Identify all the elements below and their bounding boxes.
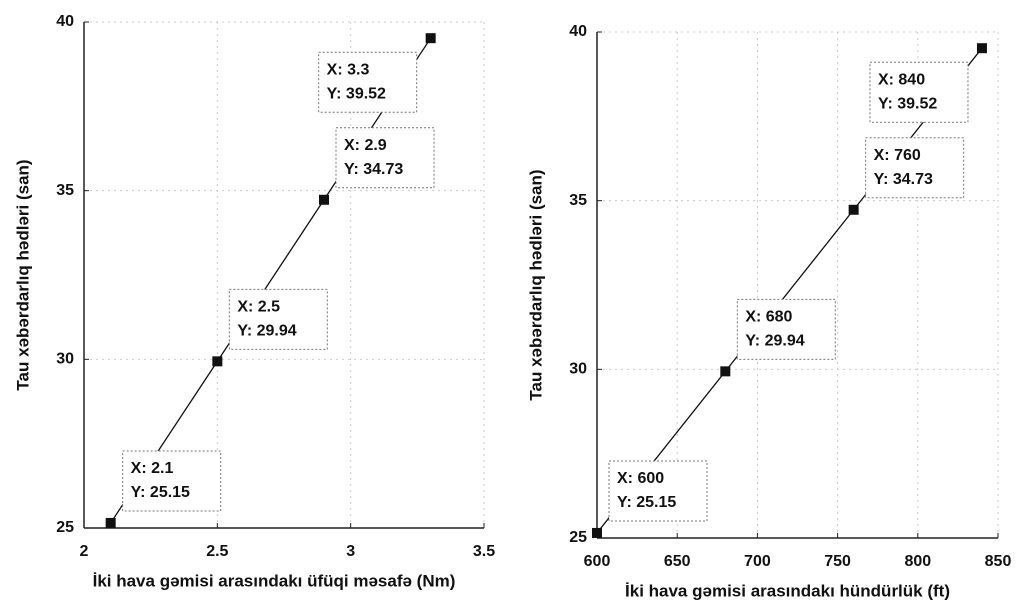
- datatip-box: [122, 450, 222, 512]
- data-point: [848, 204, 859, 215]
- x-tick-label: 700: [744, 553, 771, 570]
- datatip-x: X: 680: [745, 309, 792, 326]
- datatip-y: Y: 25.15: [617, 494, 676, 511]
- datatip-y: Y: 34.73: [344, 161, 403, 178]
- y-tick-label: 35: [569, 192, 587, 209]
- x-tick-label: 3.5: [473, 543, 495, 560]
- data-point: [425, 33, 436, 44]
- datatip-y: Y: 29.94: [237, 323, 296, 340]
- x-tick-label: 3: [346, 543, 355, 560]
- datatip-x: X: 2.9: [344, 137, 387, 154]
- datatip-y: Y: 25.15: [131, 484, 190, 501]
- y-tick-label: 35: [56, 182, 74, 199]
- datatip-box: [228, 288, 328, 350]
- data-line: [596, 47, 983, 534]
- x-tick-label: 800: [904, 553, 931, 570]
- datatip-y: Y: 39.52: [327, 85, 386, 102]
- datatip-box: [865, 137, 965, 199]
- data-line: [110, 37, 432, 524]
- datatip-box: [335, 127, 435, 189]
- datatip-y: Y: 34.73: [874, 171, 933, 188]
- datatip-box: [869, 61, 969, 123]
- x-tick-label: 750: [824, 553, 851, 570]
- data-point: [105, 517, 116, 528]
- y-axis-label: Tau xəbərdarlıq hədləri (san): [13, 159, 32, 390]
- datatip-x: X: 2.1: [131, 460, 174, 477]
- datatip-box: [318, 51, 418, 113]
- x-axis-label: İki hava gəmisi arasındakı hündürlük (ft…: [625, 581, 950, 600]
- x-tick-label: 2.5: [206, 543, 228, 560]
- datatip-box: [736, 298, 836, 360]
- x-tick-label: 2: [80, 543, 89, 560]
- data-point: [720, 366, 731, 377]
- datatip-box: [608, 460, 708, 522]
- datatip-x: X: 600: [617, 470, 664, 487]
- datatip-x: X: 760: [874, 147, 921, 164]
- y-tick-label: 25: [569, 529, 587, 546]
- data-point: [319, 194, 329, 205]
- y-tick-label: 30: [569, 361, 587, 378]
- datatip-y: Y: 39.52: [878, 95, 937, 112]
- datatip-x: X: 840: [878, 71, 925, 88]
- data-point: [592, 527, 602, 538]
- x-tick-label: 600: [584, 553, 611, 570]
- y-axis-label: Tau xəbərdarlıq hədləri (san): [526, 169, 545, 400]
- x-axis-label: İki hava gəmisi arasındakı üfüqi məsafə …: [93, 571, 456, 590]
- datatip-x: X: 3.3: [327, 61, 370, 78]
- y-tick-label: 25: [56, 519, 74, 536]
- data-point: [212, 356, 223, 367]
- x-tick-label: 650: [664, 553, 691, 570]
- data-point: [976, 43, 987, 54]
- y-tick-label: 30: [56, 351, 74, 368]
- datatip-y: Y: 29.94: [745, 333, 804, 350]
- x-tick-label: 850: [985, 553, 1012, 570]
- y-tick-label: 40: [56, 13, 74, 30]
- y-tick-label: 40: [569, 23, 587, 40]
- datatip-x: X: 2.5: [237, 299, 280, 316]
